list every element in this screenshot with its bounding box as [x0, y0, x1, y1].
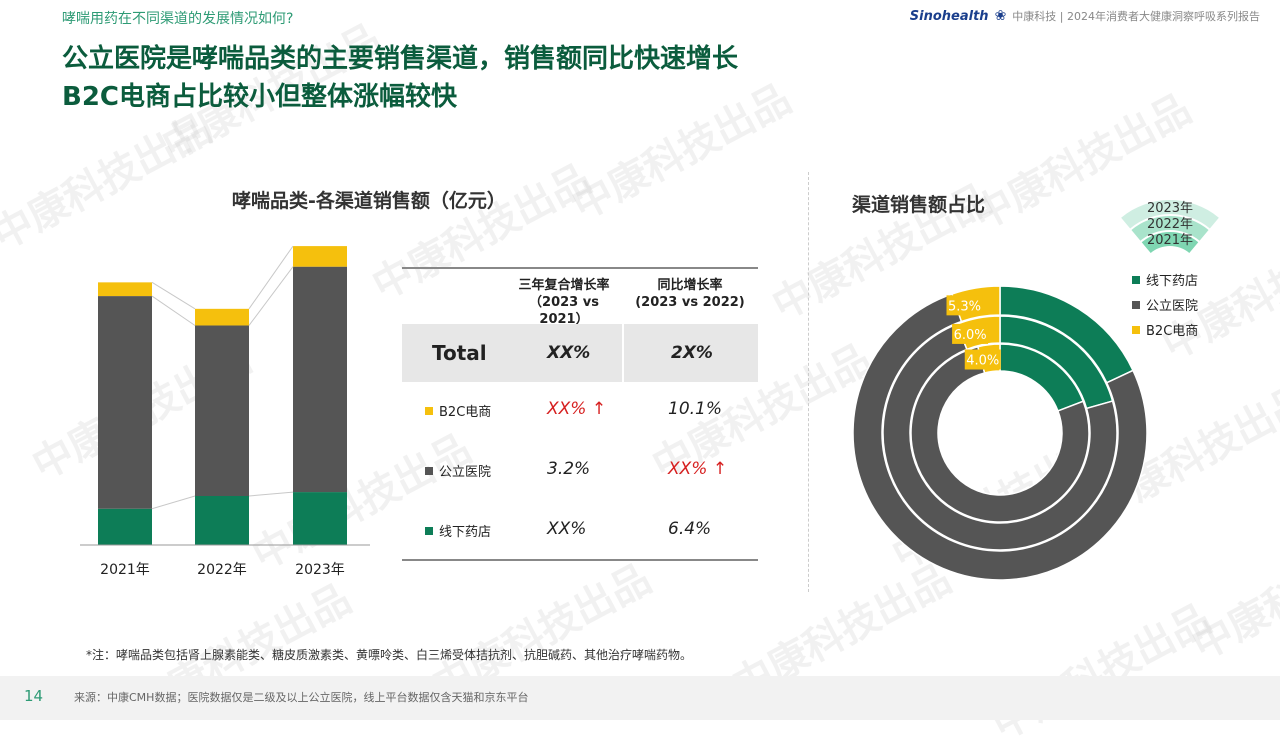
legend-swatch — [1132, 325, 1140, 334]
ring-key-band — [1121, 199, 1219, 229]
bar-segment-b2c — [293, 246, 347, 267]
brand-mark-icon: ❀ — [994, 8, 1007, 24]
donut-chart-title: 渠道销售额占比 — [852, 194, 986, 216]
cell-yoy: XX% ↑ — [668, 459, 728, 479]
table-row-label: B2C电商 — [425, 401, 491, 420]
bar-segment-offline — [98, 508, 152, 545]
page-number: 14 — [24, 687, 44, 705]
bar-segment-hospital — [195, 325, 249, 496]
row-label-text: 线下药店 — [439, 525, 492, 540]
bar-segment-hospital — [293, 266, 347, 493]
cell-yoy: 6.4% — [668, 519, 712, 539]
bar-segment-b2c — [98, 282, 152, 297]
bar-segment-offline — [195, 496, 249, 545]
legend-swatch — [1132, 275, 1140, 284]
section-divider — [808, 172, 809, 592]
section-question: 哮喘用药在不同渠道的发展情况如何? — [62, 11, 294, 27]
cell-cagr: 3.2% — [547, 459, 591, 479]
legend-swatch — [425, 466, 433, 475]
donut-data-label: 4.0% — [966, 353, 999, 368]
ring-key-band — [1141, 231, 1199, 254]
legend-item: 线下药店 — [1132, 270, 1198, 289]
donut-label-bg — [952, 323, 989, 344]
bar-connector-line — [151, 295, 196, 326]
donut-data-label: 5.3% — [948, 299, 981, 314]
legend-label: 公立医院 — [1146, 299, 1199, 314]
bar-segment-offline — [293, 492, 347, 545]
donut-label-bg — [946, 295, 983, 316]
donut-slice-hospital — [910, 345, 1090, 523]
bar-segment-hospital — [98, 296, 152, 509]
page-title-line2: B2C电商占比较小但整体涨幅较快 — [62, 82, 457, 112]
legend-swatch — [425, 526, 433, 535]
ring-key-label: 2023年 — [1147, 201, 1193, 216]
cell-cagr: XX% — [547, 519, 587, 539]
source-note: 来源：中康CMH数据；医院数据仅是二级及以上公立医院，线上平台数据仅含天猫和京东… — [74, 691, 529, 704]
footer-bar — [0, 676, 1280, 720]
ring-key-label: 2021年 — [1147, 233, 1193, 248]
x-tick-label: 2023年 — [295, 562, 345, 578]
bar-connector-line — [151, 495, 196, 510]
header-cagr: 三年复合增长率 （2023 vs 2021） — [518, 278, 610, 327]
bar-segment-b2c — [195, 308, 249, 326]
bar-connector-line — [248, 491, 294, 497]
donut-label-bg — [964, 349, 1001, 370]
legend-label: 线下药店 — [1146, 274, 1199, 289]
total-row-separator — [622, 324, 624, 382]
legend-swatch — [425, 406, 433, 415]
total-yoy: 2X% — [671, 343, 713, 363]
header-yoy: 同比增长率 (2023 vs 2022) — [635, 278, 745, 310]
brand-logo: Sinohealth — [909, 8, 989, 24]
bar-connector-line — [248, 266, 294, 326]
legend-item: 公立医院 — [1132, 295, 1198, 314]
table-bottom-rule — [402, 559, 758, 561]
legend-swatch — [1132, 300, 1140, 309]
total-row — [402, 324, 758, 382]
bar-connector-line — [151, 281, 196, 310]
footnote: *注：哮喘品类包括肾上腺素能类、糖皮质激素类、黄嘌呤类、白三烯受体拮抗剂、抗胆碱… — [86, 648, 693, 662]
table-row-label: 线下药店 — [425, 521, 491, 540]
donut-slice-hospital — [852, 293, 1148, 581]
brand-header: Sinohealth ❀ 中康科技 | 2024年消费者大健康洞察呼吸系列报告 — [910, 8, 1260, 24]
cell-yoy: 10.1% — [668, 399, 723, 419]
legend-item: B2C电商 — [1132, 320, 1198, 339]
report-name: 中康科技 | 2024年消费者大健康洞察呼吸系列报告 — [1012, 10, 1260, 23]
ring-key-label: 2022年 — [1147, 217, 1193, 232]
row-label-text: B2C电商 — [439, 405, 492, 420]
table-row-label: 公立医院 — [425, 461, 491, 480]
x-tick-label: 2022年 — [197, 562, 247, 578]
total-label: Total — [432, 341, 487, 365]
watermark-text: 中康科技出品 — [985, 595, 1219, 750]
table-top-rule — [402, 267, 758, 269]
stacked-bar-chart: 2021年 2022年 2023年 — [80, 245, 370, 578]
page-title-line1: 公立医院是哮喘品类的主要销售渠道，销售额同比快速增长 — [62, 44, 739, 74]
legend-label: B2C电商 — [1146, 324, 1199, 339]
donut-data-label: 6.0% — [954, 328, 987, 343]
x-tick-label: 2021年 — [100, 562, 150, 578]
row-label-text: 公立医院 — [439, 465, 492, 480]
total-cagr: XX% — [547, 343, 591, 363]
watermark-text: 中康科技出品 — [565, 75, 799, 230]
donut-slice-hospital — [882, 323, 1118, 551]
cell-cagr: XX% ↑ — [547, 399, 607, 419]
donut-legend: 线下药店公立医院 B2C电商 — [1132, 270, 1198, 345]
bar-connector-line — [248, 245, 294, 310]
bar-chart-title: 哮喘品类-各渠道销售额（亿元） — [232, 190, 506, 212]
ring-key-band — [1131, 215, 1209, 241]
